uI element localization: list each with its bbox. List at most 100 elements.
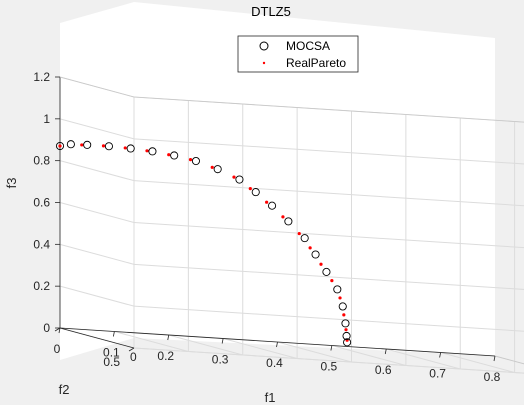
realpareto-point [188, 158, 193, 162]
x-tick-label: 0.3 [212, 353, 229, 367]
grid-line [440, 352, 515, 373]
y-axis-label: f2 [59, 382, 70, 397]
mocsa-point [322, 267, 331, 276]
x-tick-mark [276, 341, 278, 348]
x-tick-mark [493, 355, 496, 362]
z-tick-label: 1.2 [33, 70, 50, 84]
realpareto-point [297, 231, 301, 236]
legend-mocsa-label: MOCSA [286, 39, 330, 53]
z-tick-label: 0.6 [33, 196, 50, 210]
tick-labels: 0 0.1 0.2 0.3 0.4 0.5 0.6 0.7 0.8 0 0.2 0.4 0.6 0.8 1 1… [33, 70, 500, 384]
mocsa-point [343, 338, 352, 347]
mocsa-point [126, 144, 135, 153]
x-tick-mark [112, 331, 115, 337]
grid-line [222, 338, 298, 359]
z-axis-label: f3 [4, 178, 19, 189]
grid-line [168, 334, 243, 356]
legend: MOCSA RealPareto [237, 35, 359, 73]
legend-realpareto-label: RealPareto [286, 56, 346, 70]
x-tick-mark [439, 352, 442, 358]
z-tick-label: 0 [43, 321, 50, 335]
mocsa-point [213, 165, 222, 174]
x-tick-label: 0 [54, 342, 61, 356]
realpareto-point [210, 165, 214, 169]
x-tick-mark [384, 348, 387, 355]
x-tick-label: 0.4 [266, 356, 283, 370]
mocsa-point [268, 201, 277, 210]
x-tick-label: 0.5 [321, 360, 338, 374]
realpareto-point [330, 279, 334, 283]
x-tick-mark [58, 327, 61, 334]
realpareto-point [232, 175, 236, 179]
grid-line [59, 243, 135, 265]
grid-line [133, 263, 524, 290]
mocsa-point [333, 285, 342, 294]
legend-mocsa-marker [259, 41, 269, 51]
x-tick-label: 0.7 [429, 367, 446, 381]
x-tick-label: 0.8 [484, 370, 501, 384]
y-tick-mark [128, 347, 135, 352]
box-edge [59, 76, 135, 98]
grid-line [386, 348, 461, 370]
realpareto-point [248, 187, 252, 191]
grid-line [133, 180, 524, 207]
realpareto-point [342, 313, 346, 317]
mocsa-point [300, 234, 309, 243]
chart-title: DTLZ5 [251, 4, 291, 19]
y-tick-label: 0.5 [103, 355, 120, 369]
realpareto-point [145, 149, 149, 153]
grid-line [59, 118, 135, 140]
box-edge [133, 96, 524, 123]
grid [59, 76, 524, 374]
grid-line [59, 202, 135, 223]
z-tick-label: 0.4 [33, 237, 50, 251]
x-tick-mark [330, 345, 333, 351]
y-tick-mark [54, 327, 61, 332]
mocsa-point [55, 141, 65, 151]
mocsa-point [311, 250, 320, 259]
mocsa-point [235, 175, 244, 184]
realpareto-point [58, 144, 62, 148]
grid-line [331, 345, 407, 366]
realpareto-point [338, 296, 342, 300]
mocsa-point [148, 147, 157, 156]
x-tick-mark [221, 338, 224, 344]
x-tick-label: 0.6 [375, 363, 392, 377]
z-tick-label: 0.2 [33, 279, 50, 293]
mocsa-point [341, 319, 350, 328]
realpareto-point [308, 246, 312, 250]
grid-line [59, 160, 135, 182]
y-tick-label: 0 [130, 350, 137, 364]
y-axis-line [59, 327, 135, 349]
mocsa-point [66, 140, 75, 149]
box-edge [494, 355, 524, 365]
realpareto-point [265, 200, 269, 204]
grid-line [277, 341, 352, 363]
realpareto-point [281, 215, 285, 219]
z-tick-label: 0.8 [33, 154, 50, 168]
grid-line [59, 285, 135, 307]
realpareto-point [123, 146, 127, 150]
realpareto-point [344, 328, 348, 332]
mocsa-point [191, 156, 200, 166]
mocsa-point [104, 142, 113, 151]
legend-realpareto-marker [262, 61, 266, 65]
mocsa-point [342, 331, 351, 341]
realpareto-point [80, 143, 84, 147]
x-tick-label: 0.2 [157, 349, 174, 363]
mocsa-point [338, 302, 347, 311]
grid-line [114, 331, 189, 352]
legend-box [237, 35, 359, 73]
grid-line [133, 305, 524, 332]
realpareto-point [319, 262, 323, 266]
x-tick-mark [167, 334, 170, 341]
mocsa-point [83, 140, 92, 149]
grid-line [133, 347, 524, 374]
plot-area [60, 2, 495, 360]
realpareto-point [101, 144, 106, 148]
x-axis-label: f1 [265, 390, 276, 405]
grid-line [133, 138, 524, 165]
mocsa-point [284, 217, 293, 226]
